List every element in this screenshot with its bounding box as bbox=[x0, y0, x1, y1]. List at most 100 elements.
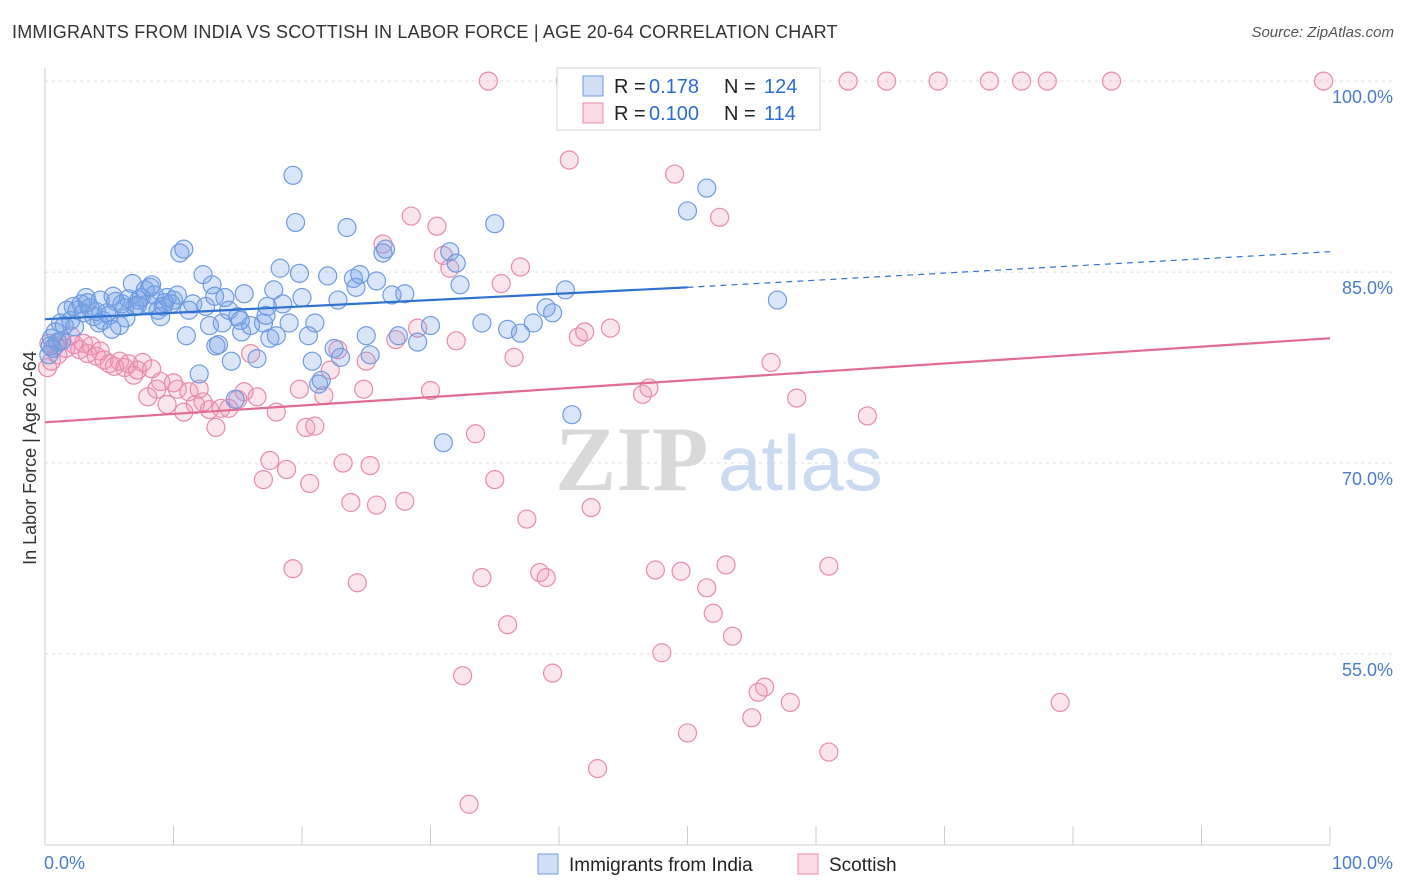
trend-lines bbox=[44, 251, 1331, 424]
india-point bbox=[767, 290, 788, 310]
scottish-point bbox=[206, 417, 226, 437]
india-point bbox=[337, 217, 357, 238]
scottish-point bbox=[360, 455, 380, 476]
legend-bottom: Immigrants from India Scottish bbox=[537, 853, 897, 876]
scottish-point bbox=[1313, 71, 1334, 91]
legend-top: R = 0.178 N = 124 R = 0.100 N = 114 bbox=[556, 67, 821, 131]
legend-bottom-swatch-scottish bbox=[797, 853, 819, 875]
scottish-point bbox=[581, 498, 601, 518]
legend-r-value-scottish: 0.100 bbox=[649, 103, 699, 125]
scottish-point bbox=[928, 71, 948, 91]
scottish-point bbox=[1011, 71, 1032, 91]
legend-n-label-india: N = bbox=[724, 76, 756, 98]
scottish-point bbox=[530, 562, 550, 583]
scottish-point bbox=[189, 379, 209, 399]
scottish-point bbox=[780, 692, 800, 713]
scottish-point bbox=[671, 561, 691, 581]
scottish-point bbox=[341, 492, 361, 513]
india-point bbox=[485, 214, 505, 234]
y-tick-label: 100.0% bbox=[1332, 87, 1393, 107]
india-point bbox=[215, 287, 235, 308]
scottish-point bbox=[568, 327, 588, 347]
india-point bbox=[279, 313, 299, 333]
watermark-atlas: atlas bbox=[718, 419, 883, 507]
scottish-point bbox=[395, 491, 415, 511]
y-tick-label: 70.0% bbox=[1342, 469, 1393, 489]
scottish-point bbox=[401, 206, 421, 226]
india-point bbox=[208, 335, 229, 355]
legend-box bbox=[556, 67, 821, 131]
india-point bbox=[677, 201, 698, 221]
scottish-point bbox=[211, 398, 231, 418]
scottish-point bbox=[157, 394, 177, 415]
legend-n-label-scottish: N = bbox=[724, 103, 756, 125]
legend-r-label-india: R = bbox=[614, 76, 646, 98]
scottish-point bbox=[459, 794, 479, 814]
scottish-point bbox=[787, 388, 807, 408]
scottish-point bbox=[677, 723, 698, 743]
scottish-point bbox=[587, 759, 608, 779]
legend-bottom-swatch-india bbox=[537, 853, 559, 875]
legend-swatch-scottish bbox=[582, 102, 604, 124]
india-point bbox=[54, 315, 74, 336]
legend-r-label-scottish: R = bbox=[614, 103, 646, 125]
scottish-point bbox=[305, 416, 325, 436]
scottish-point bbox=[491, 273, 511, 294]
scottish-point bbox=[276, 459, 297, 480]
india-point bbox=[292, 287, 312, 308]
india-point bbox=[440, 242, 460, 262]
india-point bbox=[174, 239, 194, 259]
india-point bbox=[302, 351, 322, 371]
scottish-point bbox=[465, 424, 486, 444]
india-point bbox=[102, 319, 122, 339]
india-point bbox=[170, 243, 190, 263]
scottish-point bbox=[478, 71, 498, 91]
y-tick-label: 85.0% bbox=[1342, 278, 1393, 298]
watermark-zip: ZIP bbox=[555, 408, 708, 510]
india-point bbox=[64, 317, 85, 337]
india-point bbox=[230, 310, 250, 331]
legend-swatch-india bbox=[582, 75, 604, 97]
trend-line-india bbox=[44, 286, 688, 321]
chart-title: IMMIGRANTS FROM INDIA VS SCOTTISH IN LAB… bbox=[12, 22, 838, 42]
scottish-point bbox=[819, 742, 839, 762]
scottish-point bbox=[453, 666, 473, 686]
india-point bbox=[205, 286, 225, 306]
scottish-point bbox=[81, 336, 101, 356]
india-point bbox=[256, 305, 276, 325]
india-point bbox=[510, 323, 531, 343]
scottish-point bbox=[504, 347, 524, 367]
india-point bbox=[536, 298, 556, 318]
scottish-point bbox=[536, 568, 556, 588]
trend-line-india-extension bbox=[687, 251, 1331, 288]
india-point bbox=[225, 389, 245, 409]
india-point bbox=[305, 313, 325, 333]
india-point bbox=[40, 336, 60, 356]
india-point bbox=[167, 285, 187, 305]
scottish-point bbox=[703, 603, 723, 623]
india-point bbox=[408, 332, 428, 352]
india-point bbox=[350, 265, 370, 285]
scottish-point bbox=[333, 453, 353, 473]
scottish-point bbox=[167, 379, 187, 399]
india-point bbox=[189, 364, 209, 384]
india-point bbox=[77, 293, 98, 313]
scottish-point bbox=[665, 164, 685, 184]
legend-bottom-label-scottish: Scottish bbox=[829, 855, 897, 876]
scottish-point bbox=[498, 615, 518, 635]
india-point bbox=[555, 280, 576, 300]
india-point bbox=[697, 178, 717, 198]
india-point bbox=[366, 271, 387, 291]
india-point bbox=[179, 300, 199, 320]
india-point bbox=[356, 326, 376, 346]
india-point bbox=[318, 266, 338, 286]
scottish-point bbox=[446, 331, 466, 351]
india-point bbox=[163, 290, 184, 310]
india-point bbox=[523, 313, 543, 333]
legend-r-value-india: 0.178 bbox=[649, 76, 699, 98]
legend-n-value-india: 124 bbox=[764, 76, 797, 98]
india-point bbox=[472, 313, 492, 333]
scottish-point bbox=[575, 322, 595, 342]
scottish-point bbox=[73, 333, 94, 353]
india-point bbox=[127, 295, 148, 315]
